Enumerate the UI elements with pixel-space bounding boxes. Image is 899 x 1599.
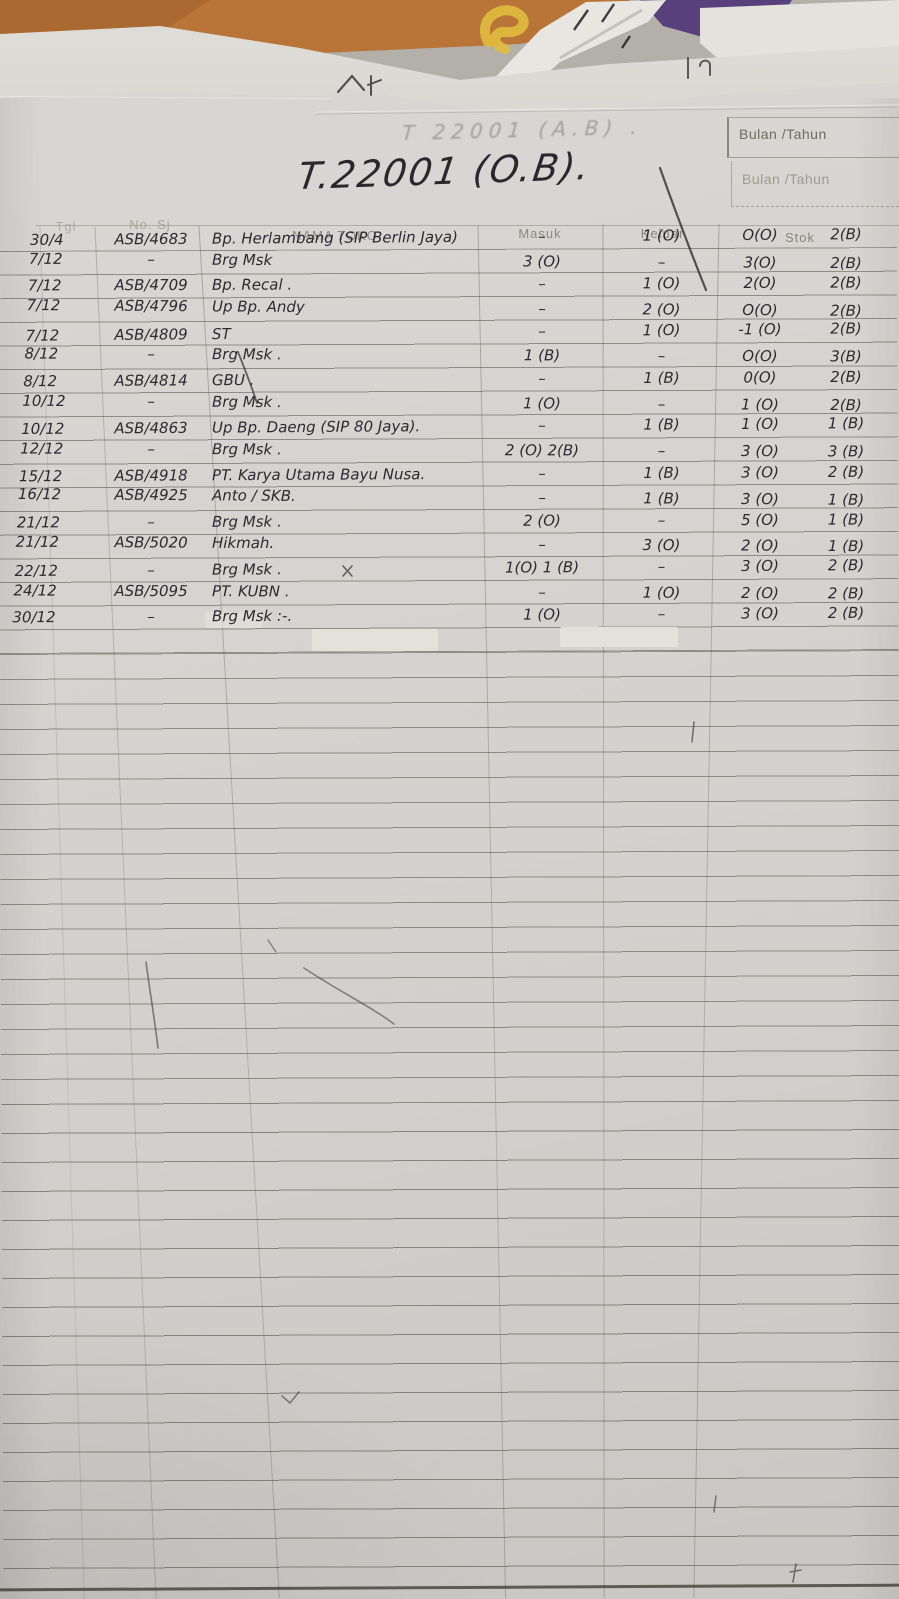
cell-keluar: 1 (B) [643, 463, 680, 482]
cell-masuk: 1 (O) [523, 605, 561, 625]
cell-keluar: 1 (B) [643, 368, 680, 387]
cell-stok-b: 2 (B) [827, 556, 865, 575]
cell-tgl: 7/12 [26, 295, 61, 315]
cell-stok-o: 3 (O) [741, 556, 779, 576]
cell-tgl: 12/12 [20, 439, 64, 458]
cell-masuk: – [538, 274, 546, 293]
cell-stok-o: 3 (O) [741, 462, 779, 481]
cell-nama-toko: Brg Msk . [211, 440, 282, 459]
cell-masuk: – [538, 416, 546, 435]
cell-masuk: 2 (O) [523, 511, 561, 530]
cell-nama-toko: Bp. Recal . [211, 275, 293, 295]
cell-masuk: – [538, 369, 546, 388]
cell-tgl: 16/12 [17, 485, 62, 504]
cell-stok-b: 1 (B) [827, 510, 865, 529]
cell-nama-toko: Anto / SKB. [211, 486, 296, 506]
cell-nama-toko: Brg Msk [211, 250, 273, 269]
month-year-box-bottom: Bulan /Tahun [731, 161, 899, 207]
cell-masuk: – [538, 463, 546, 483]
cell-no-sj: ASB/4796 [114, 296, 188, 316]
cell-tgl: 21/12 [15, 533, 59, 552]
cell-stok-o: -1 (O) [738, 319, 782, 339]
header-tgl: Tgl [55, 219, 77, 234]
header-stok: Stok [784, 230, 815, 245]
cell-no-sj: – [147, 439, 155, 458]
grid-band-middle [0, 650, 899, 1104]
cell-nama-toko: Brg Msk :-. [211, 607, 293, 626]
cell-tgl: 30/12 [12, 608, 56, 627]
cell-keluar: 1 (O) [642, 274, 681, 293]
cell-stok-o: 1 (O) [741, 414, 779, 434]
cell-masuk: 3 (O) [523, 252, 561, 271]
cell-keluar: – [657, 441, 666, 460]
cell-no-sj: ASB/4925 [114, 485, 188, 505]
cell-no-sj: ASB/5020 [114, 533, 188, 553]
cell-stok-b: 2(B) [830, 273, 862, 292]
cell-keluar: – [657, 557, 666, 576]
cell-tgl: 10/12 [22, 391, 66, 410]
cell-tgl: 8/12 [24, 344, 59, 363]
cell-nama-toko: Brg Msk . [211, 392, 282, 411]
pen-marks-on-roll [573, 3, 631, 49]
header-no-sj: No. Sj [129, 217, 171, 232]
cell-stok-b: 2 (B) [827, 604, 865, 623]
cell-masuk: 1 (B) [523, 346, 561, 365]
cell-nama-toko: Bp. Herlambang (SIP Berlin Jaya) [211, 227, 459, 248]
cell-masuk: – [538, 535, 546, 554]
cell-stok-o: 2(O) [743, 274, 777, 293]
correction-patch [312, 629, 438, 651]
table-row: 12/12– Brg Msk .2 (O) 2(B) –3 (O) 3 (B) [0, 437, 899, 464]
cell-masuk: – [538, 321, 546, 340]
cell-nama-toko: Brg Msk . [211, 560, 282, 579]
cell-keluar: 1 (O) [642, 226, 681, 245]
cell-keluar: – [657, 605, 666, 624]
cell-keluar: 1 (O) [642, 320, 681, 339]
yellow-swirl [480, 5, 529, 54]
cell-stok-o: 0(O) [743, 368, 777, 387]
cell-no-sj: ASB/5095 [114, 581, 188, 600]
cell-no-sj: – [147, 391, 155, 411]
cell-no-sj: – [147, 607, 155, 626]
cell-masuk: 1 (O) [523, 393, 561, 413]
correction-patch [205, 612, 263, 628]
cell-keluar: 1 (B) [643, 415, 680, 434]
cell-no-sj: – [147, 250, 155, 269]
cell-nama-toko: GBU . [211, 370, 255, 390]
cell-stok-b: 2(B) [830, 318, 862, 338]
month-year-box-top: Bulan /Tahun [727, 117, 899, 158]
cell-no-sj: – [147, 345, 155, 364]
cell-nama-toko: Up Bp. Daeng (SIP 80 Jaya). [211, 417, 421, 437]
cell-keluar: – [657, 511, 666, 530]
cell-nama-toko: Up Bp. Andy [211, 297, 305, 316]
cell-masuk: 2 (O) 2(B) [504, 441, 580, 460]
cell-tgl: 24/12 [13, 581, 57, 600]
cell-keluar: – [657, 346, 666, 366]
month-year-label-bottom: Bulan /Tahun [742, 171, 830, 187]
cell-stok-b: 2(B) [830, 225, 862, 244]
cell-masuk: – [538, 227, 546, 246]
cell-stok-o: O(O) [742, 225, 778, 244]
cell-masuk: – [538, 488, 546, 507]
rolled-paper-shade [559, 8, 643, 60]
month-year-label-top: Bulan /Tahun [739, 126, 827, 142]
correction-patch [560, 627, 678, 647]
cell-stok-b: 1 (B) [827, 414, 865, 433]
cell-masuk: – [538, 583, 546, 602]
cell-stok-o: 3 (O) [741, 604, 779, 623]
cell-nama-toko: PT. KUBN . [211, 581, 290, 601]
cell-stok-b: 2 (B) [827, 462, 865, 481]
cell-tgl: 7/12 [28, 249, 63, 268]
table-top-line [36, 225, 899, 226]
header-masuk: Masuk [518, 226, 562, 241]
header-nama-toko: NAMA TOKO [292, 228, 378, 243]
cell-nama-toko: Brg Msk . [211, 512, 282, 531]
cell-nama-toko: Hikmah. [211, 534, 275, 553]
cell-stok-o: 5 (O) [741, 510, 779, 529]
cell-masuk: – [538, 299, 546, 318]
cell-masuk: 1(O) 1 (B) [504, 558, 580, 577]
cell-stok-b: 2(B) [830, 367, 862, 386]
cell-nama-toko: Brg Msk . [211, 345, 282, 364]
